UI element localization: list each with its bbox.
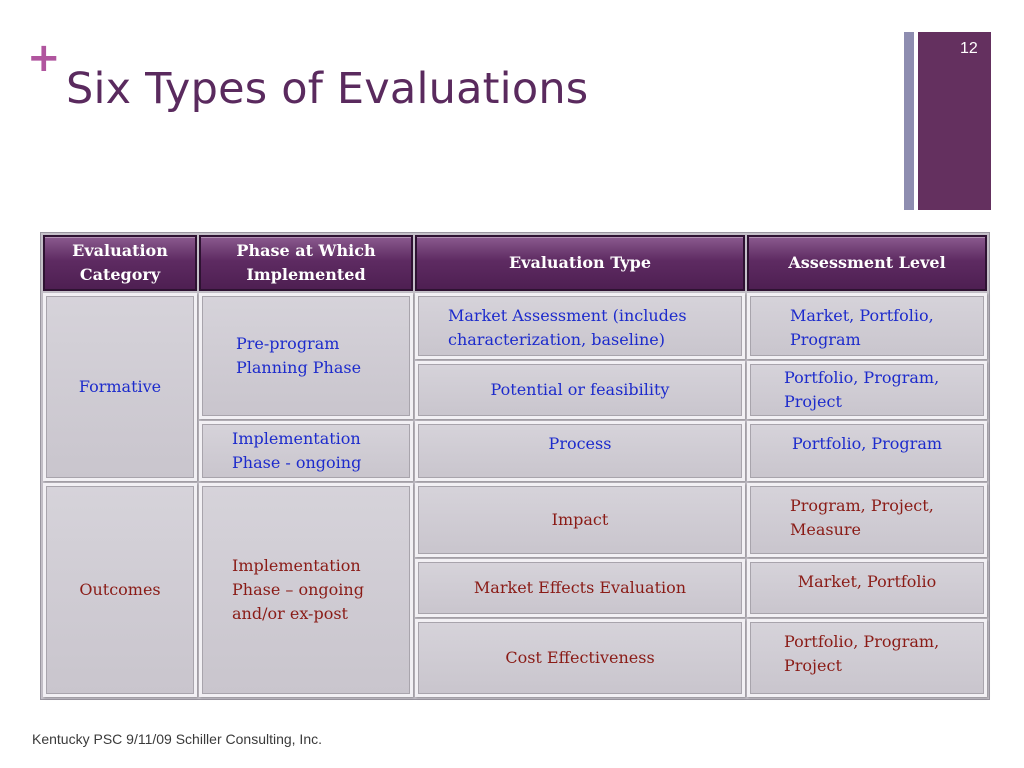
type-potential-feasibility: Potential or feasibility: [415, 361, 745, 419]
type-cost-effectiveness: Cost Effectiveness: [415, 619, 745, 697]
type-market-assessment: Market Assessment (includes characteriza…: [415, 293, 745, 359]
header-phase-implemented: Phase at Which Implemented: [199, 235, 413, 291]
category-formative: Formative: [43, 293, 197, 481]
type-process: Process: [415, 421, 745, 481]
decorative-thin-bar: [904, 32, 914, 210]
category-outcomes: Outcomes: [43, 483, 197, 697]
phase-preprogram: Pre-program Planning Phase: [199, 293, 413, 419]
evaluations-table: Evaluation Category Phase at Which Imple…: [40, 232, 990, 700]
header-evaluation-category: Evaluation Category: [43, 235, 197, 291]
header-assessment-level: Assessment Level: [747, 235, 987, 291]
phase-implementation-expost: Implementation Phase – ongoing and/or ex…: [199, 483, 413, 697]
plus-icon: +: [27, 35, 61, 81]
level-potential-feasibility: Portfolio, Program, Project: [747, 361, 987, 419]
page-title: Six Types of Evaluations: [66, 64, 589, 114]
level-market-effects: Market, Portfolio: [747, 559, 987, 617]
level-cost-effectiveness: Portfolio, Program, Project: [747, 619, 987, 697]
level-process: Portfolio, Program: [747, 421, 987, 481]
decorative-purple-bar: [918, 32, 991, 210]
phase-implementation-ongoing: Implementation Phase - ongoing: [199, 421, 413, 481]
footer-text: Kentucky PSC 9/11/09 Schiller Consulting…: [32, 731, 323, 747]
header-evaluation-type: Evaluation Type: [415, 235, 745, 291]
type-market-effects: Market Effects Evaluation: [415, 559, 745, 617]
slide-number: 12: [960, 40, 978, 57]
level-impact: Program, Project, Measure: [747, 483, 987, 557]
type-impact: Impact: [415, 483, 745, 557]
level-market-assessment: Market, Portfolio, Program: [747, 293, 987, 359]
